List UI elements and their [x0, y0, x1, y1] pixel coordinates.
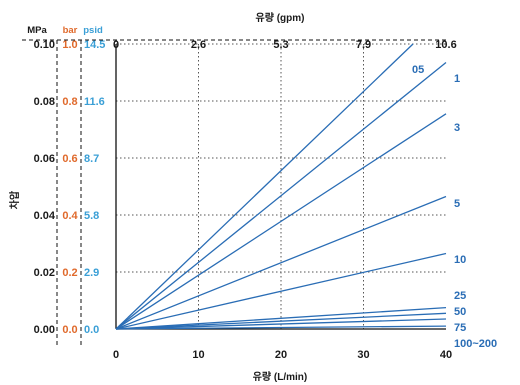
y-tick-label-bar: 0.2: [62, 267, 77, 279]
y-tick-label-bar: 0.6: [62, 153, 77, 165]
series-label-50: 50: [454, 306, 466, 318]
series-labels: 05 1 3 5 10 25 50 75 100~200: [412, 64, 497, 350]
x-tick-label-bottom: 10: [192, 349, 204, 361]
series-line-25: [115, 306, 447, 330]
series-line-10: [115, 252, 447, 330]
series-label-5: 5: [454, 198, 460, 210]
series-line-1: [115, 61, 447, 330]
series-line-3: [115, 113, 447, 330]
y-tick-label-MPa: 0.04: [34, 210, 56, 222]
y-tick-label-MPa: 0.08: [34, 96, 55, 108]
y-tick-label-bar: 0.8: [62, 96, 77, 108]
y-tick-label-psid: 2.9: [84, 267, 99, 279]
series-line-5: [115, 195, 447, 330]
y-tick-label-psid: 5.8: [84, 210, 99, 222]
series-label-05: 05: [412, 64, 424, 76]
y-axis-title: 차압: [8, 190, 21, 209]
y-tick-label-psid: 11.6: [84, 96, 105, 108]
x-tick-label-top: 0: [113, 39, 119, 51]
x-tick-label-bottom: 0: [113, 349, 119, 361]
y-tick-label-MPa: 0.02: [34, 267, 55, 279]
series-label-100~200: 100~200: [454, 338, 497, 350]
series-lines: [115, 43, 447, 330]
y-tick-label-bar: 1.0: [62, 39, 77, 51]
series-line-05: [115, 43, 414, 330]
x-tick-label-bottom: 40: [440, 349, 452, 361]
series-line-100~200: [115, 325, 447, 330]
series-label-3: 3: [454, 122, 460, 134]
x-tick-label-bottom: 30: [357, 349, 369, 361]
y-tick-label-MPa: 0.00: [34, 324, 55, 336]
grid-lines: [116, 43, 446, 329]
series-label-1: 1: [454, 73, 460, 85]
y-unit-header-MPa: MPa: [27, 25, 47, 36]
y-tick-label-psid: 8.7: [84, 153, 99, 165]
y-tick-label-bar: 0.4: [62, 210, 78, 222]
x-tick-label-top: 7.9: [356, 39, 371, 51]
x-tick-label-top: 2.6: [191, 39, 206, 51]
x-tick-label-top: 5.3: [273, 39, 288, 51]
series-label-75: 75: [454, 322, 466, 334]
y-tick-label-psid: 14.5: [84, 39, 105, 51]
x-axis-title-top: 유량 (gpm): [256, 12, 305, 24]
x-tick-label-bottom: 20: [275, 349, 287, 361]
series-label-10: 10: [454, 254, 466, 266]
y-unit-header-bar: bar: [63, 25, 78, 36]
plot-frame: [22, 39, 446, 346]
series-label-25: 25: [454, 290, 466, 302]
y-tick-label-bar: 0.0: [62, 324, 77, 336]
y-tick-label-psid: 0.0: [84, 324, 99, 336]
axis-ticks: 0 10 20 30 40 0 2.6 5.3 7.9 10.6 MPa 0.00 0.02 0.04 0.…: [27, 25, 456, 361]
x-axis-title-bottom: 유량 (L/min): [253, 371, 308, 383]
y-tick-label-MPa: 0.06: [34, 153, 55, 165]
y-tick-label-MPa: 0.10: [34, 39, 55, 51]
series-line-75: [115, 318, 447, 330]
x-tick-label-top: 10.6: [435, 39, 456, 51]
y-unit-header-psid: psid: [83, 25, 103, 36]
series-line-50: [115, 312, 447, 330]
